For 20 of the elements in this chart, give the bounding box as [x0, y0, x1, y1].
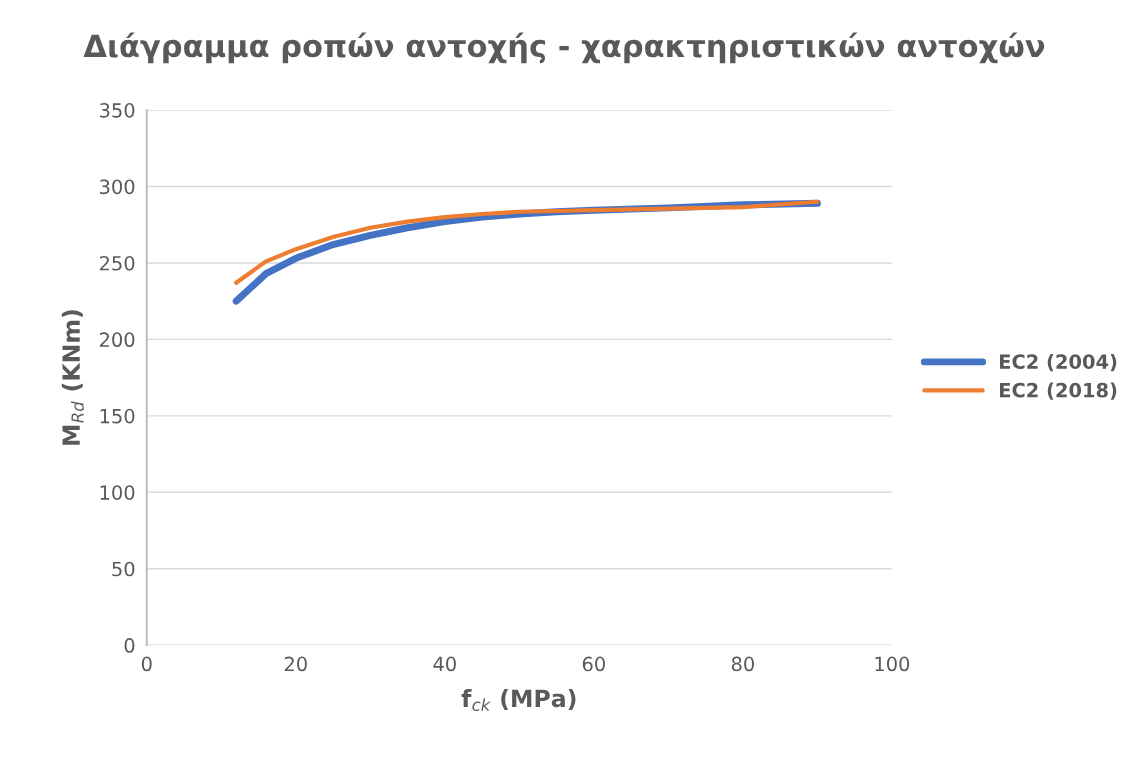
y-tick-label: 100 — [100, 485, 135, 500]
y-tick-label: 300 — [100, 179, 135, 195]
y-axis-title: M$_{Rd}$ (KNm) — [61, 310, 84, 445]
x-tick-label: 40 — [433, 656, 456, 672]
chart-title: Διάγραμμα ροπών αντοχής - χαρακτηριστικών αντοχών — [83, 32, 1045, 64]
x-tick-label: 100 — [875, 656, 910, 672]
x-axis-title: f$_{ck}$ (MPa) — [461, 688, 576, 712]
legend-label: EC2 (2018) — [999, 382, 1117, 400]
x-tick-label: 0 — [141, 656, 152, 672]
legend-label: EC2 (2004) — [999, 353, 1117, 372]
y-tick-label: 150 — [100, 408, 135, 424]
x-tick-label: 60 — [582, 656, 605, 672]
y-tick-label: 350 — [100, 103, 135, 118]
x-tick-label: 20 — [284, 656, 307, 672]
x-tick-label: 80 — [731, 656, 754, 672]
y-tick-label: 0 — [124, 638, 135, 653]
y-tick-label: 50 — [112, 561, 135, 577]
line-series — [234, 199, 820, 285]
y-tick-label: 250 — [99, 255, 135, 271]
y-tick-label: 200 — [99, 332, 135, 348]
